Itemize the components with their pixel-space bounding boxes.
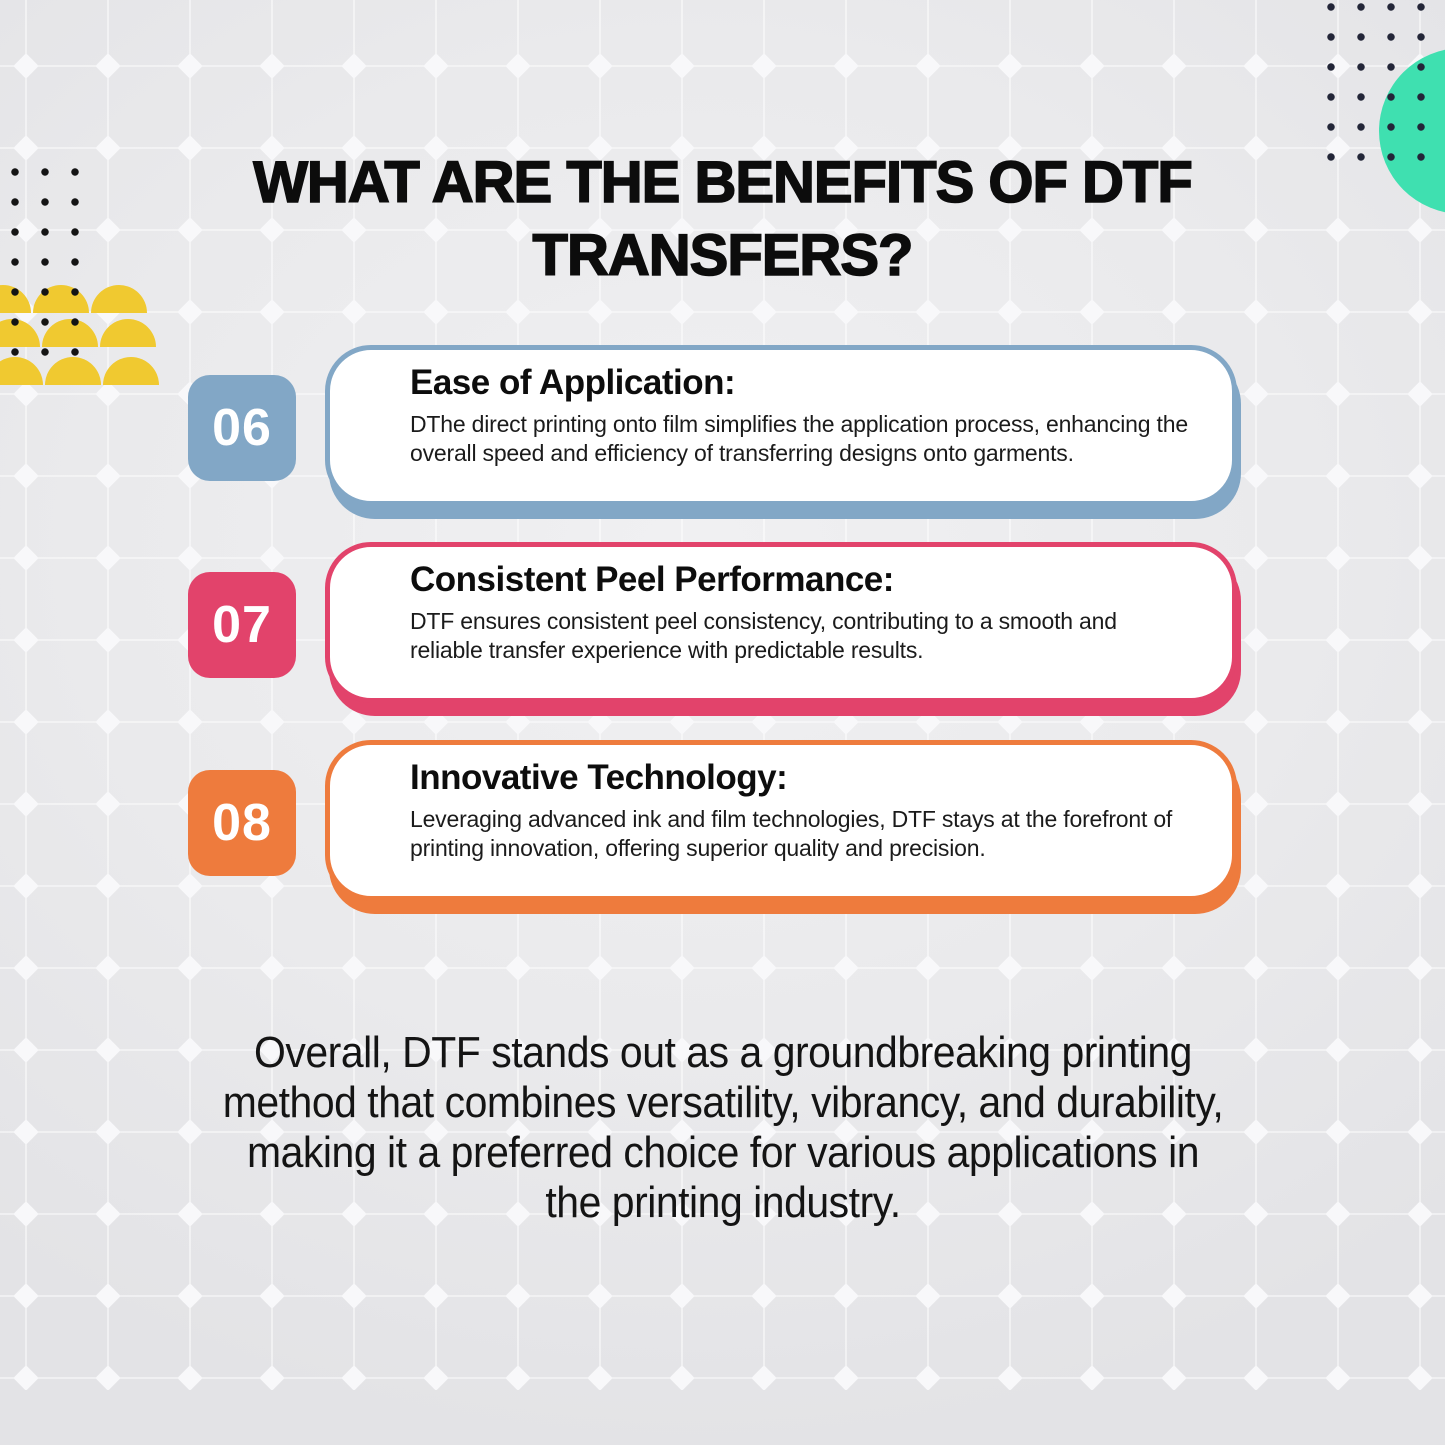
summary-line: Overall, DTF stands out as a groundbreak… [253,1028,1192,1077]
summary-line: making it a preferred choice for various… [246,1128,1199,1177]
benefit-number-badge: 08 [188,770,296,876]
benefit-heading: Ease of Application: [410,363,736,402]
benefit-description: DTF ensures consistent peel consistency,… [410,608,1117,663]
benefit-heading: Innovative Technology: [410,758,788,797]
benefit-row: 07 Consistent Peel Performance: DTF ensu… [188,542,1242,722]
benefit-description: Leveraging advanced ink and film technol… [410,806,1173,861]
benefit-row: 08 Innovative Technology: Leveraging adv… [188,740,1242,920]
page-title: WHAT ARE THE BENEFITS OF DTF TRANSFERS? [0,146,1445,292]
benefit-number-badge: 07 [188,572,296,678]
page-title-line: TRANSFERS? [532,222,914,289]
benefit-row: 06 Ease of Application: DThe direct prin… [188,345,1242,525]
benefit-card: Ease of Application: DThe direct printin… [325,345,1237,506]
benefit-description: DThe direct printing onto film simplifie… [410,411,1188,466]
scallop-shape [103,357,159,385]
benefit-heading: Consistent Peel Performance: [410,560,894,599]
page-title-line: WHAT ARE THE BENEFITS OF DTF [252,149,1193,216]
scallop-shape [100,319,156,347]
benefit-number-badge: 06 [188,375,296,481]
summary-line: the printing industry. [544,1178,901,1227]
benefit-card: Consistent Peel Performance: DTF ensures… [325,542,1237,703]
benefit-card: Innovative Technology: Leveraging advanc… [325,740,1237,901]
summary-line: method that combines versatility, vibran… [222,1078,1223,1127]
summary-paragraph: Overall, DTF stands out as a groundbreak… [146,1028,1299,1228]
